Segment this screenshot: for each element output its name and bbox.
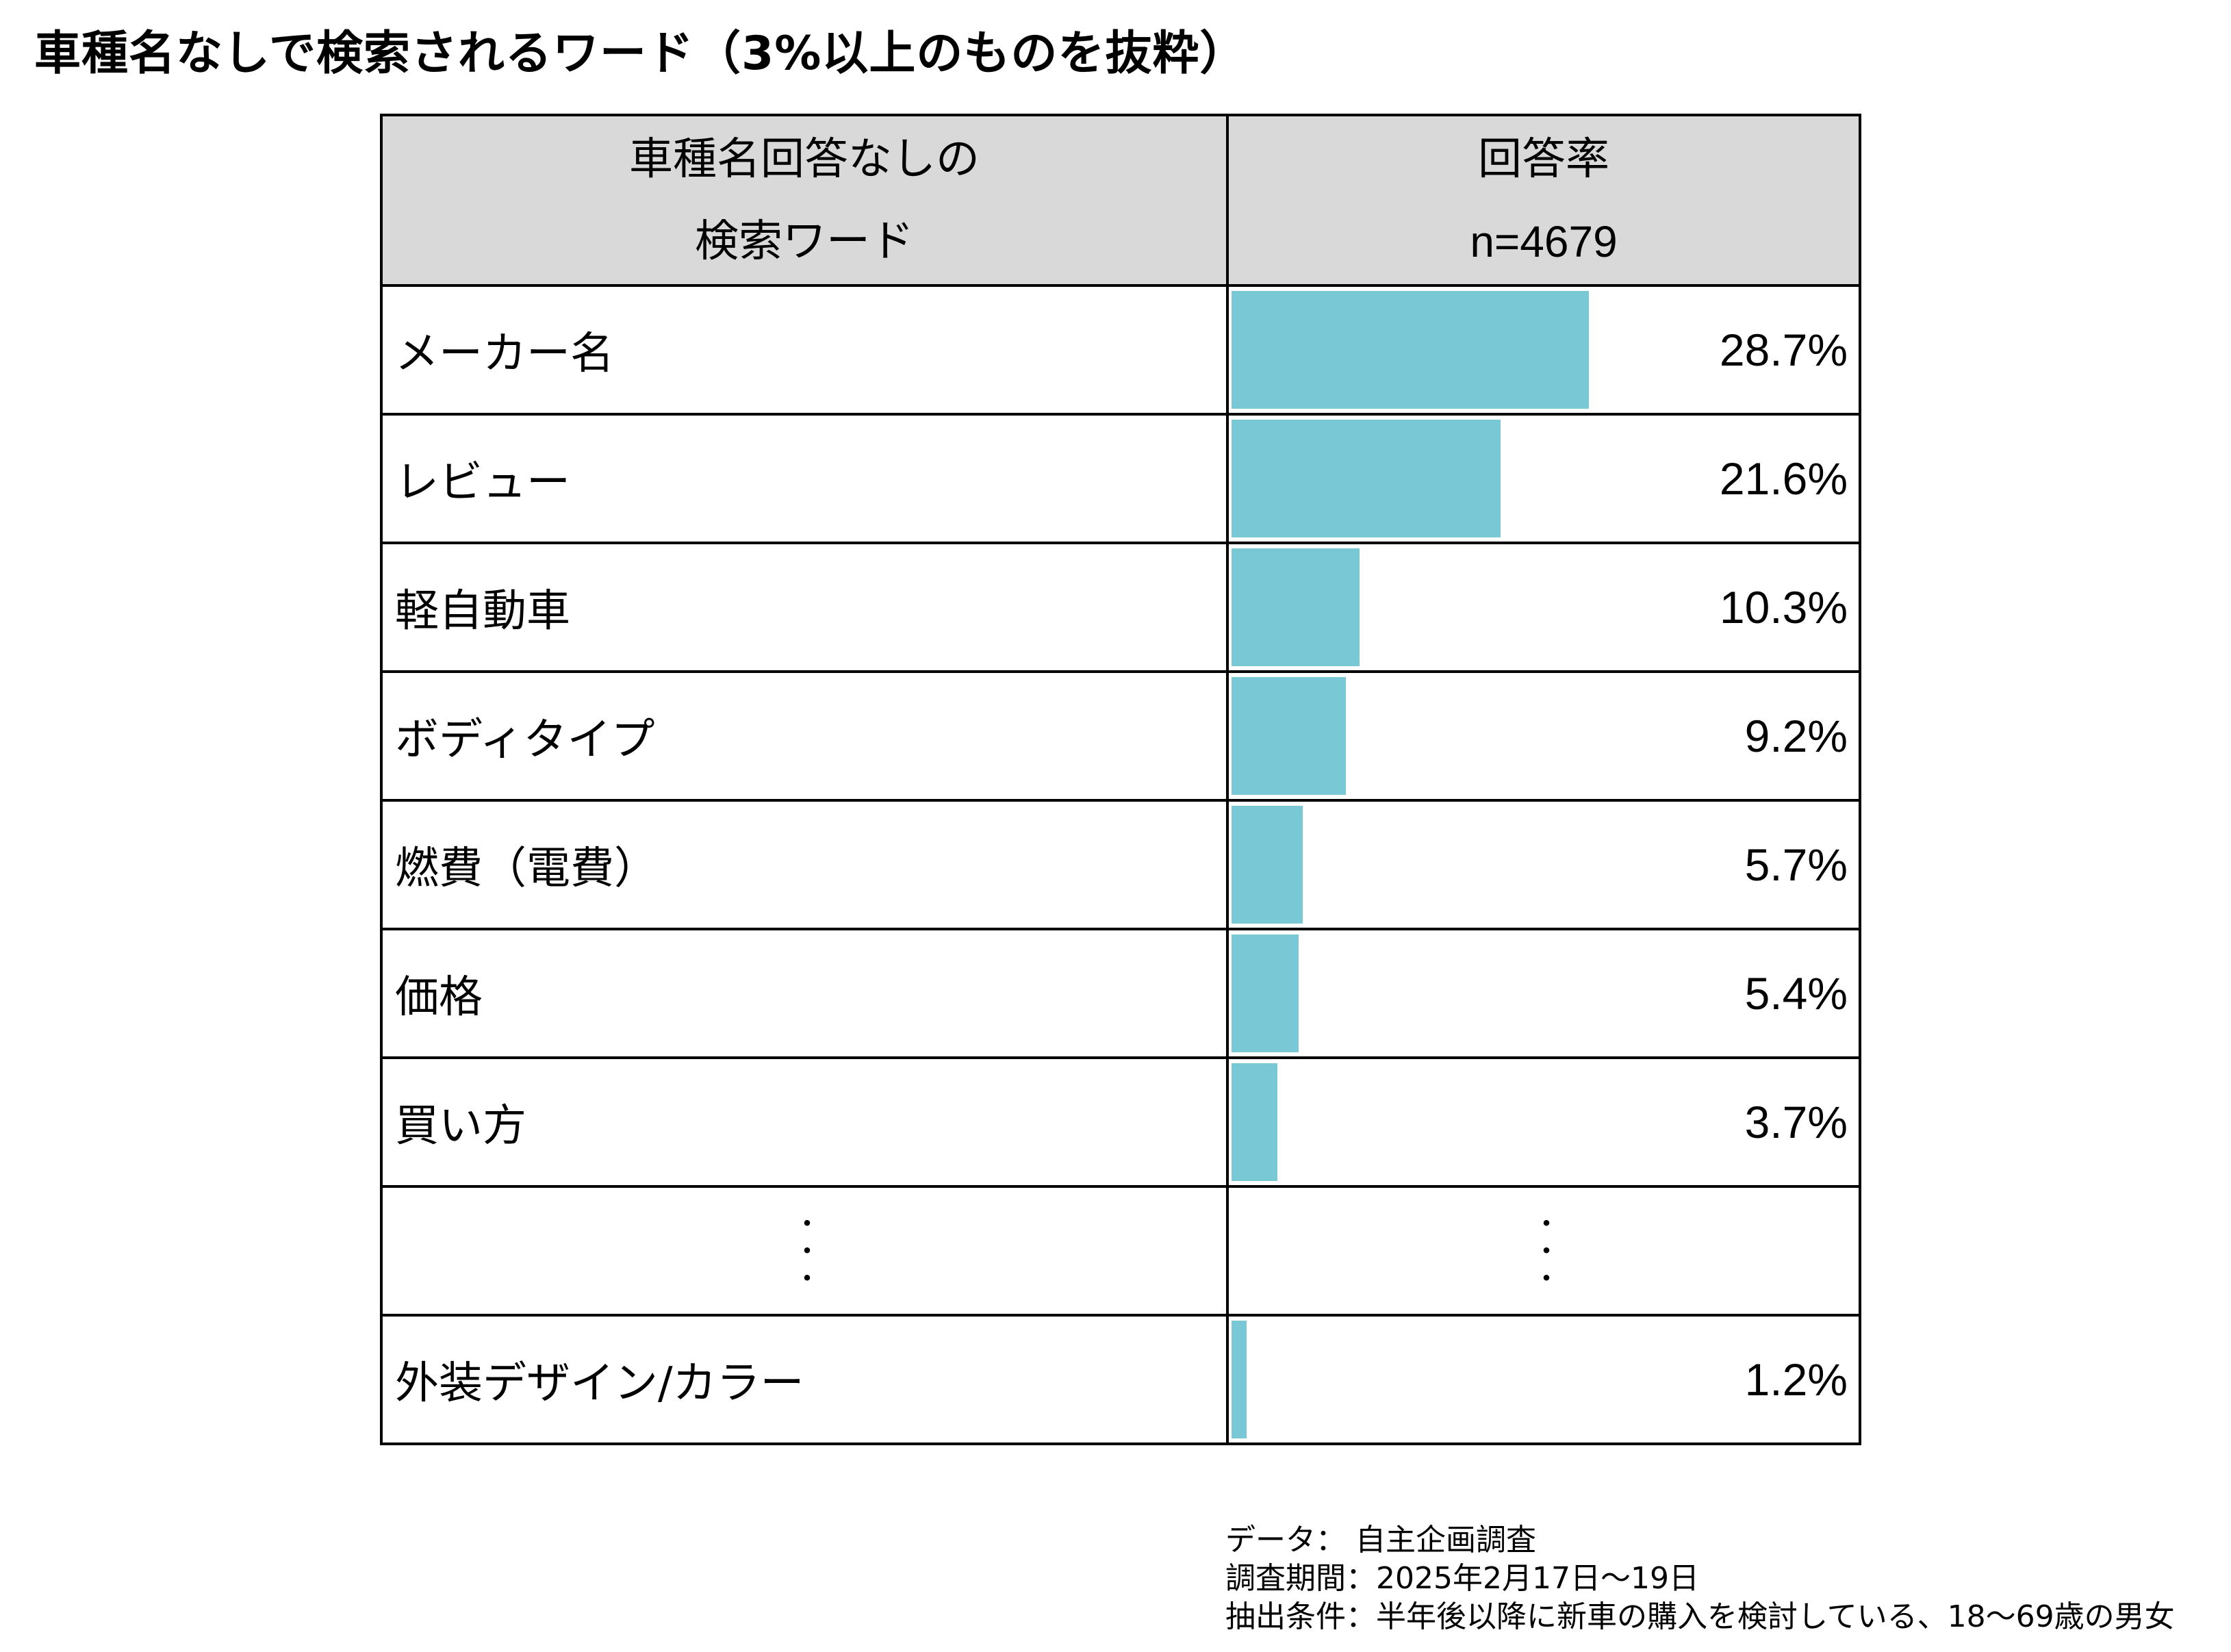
value-label: 10.3% — [1719, 582, 1848, 633]
value-label: 1.2% — [1744, 1354, 1848, 1405]
row-label: 価格 — [380, 928, 1229, 1059]
value-label: 3.7% — [1744, 1097, 1848, 1147]
table-row: 価格 5.4% — [380, 928, 1861, 1059]
row-label: 買い方 — [380, 1056, 1229, 1188]
row-label: メーカー名 — [380, 284, 1229, 416]
bar — [1232, 677, 1347, 795]
table-row: レビュー 21.6% — [380, 413, 1861, 544]
row-label: 軽自動車 — [380, 542, 1229, 673]
header-line: 車種名回答なしの — [629, 134, 980, 185]
row-label: 外装デザイン/カラー — [380, 1314, 1229, 1445]
bar — [1232, 291, 1590, 409]
ellipsis-row: ・・・ ・・・ — [380, 1185, 1861, 1317]
table-row: 買い方 3.7% — [380, 1056, 1861, 1188]
header-response-rate: 回答率 n=4679 — [1226, 114, 1861, 287]
ellipsis: ・・・ — [1226, 1185, 1861, 1317]
bar-cell: 28.7% — [1226, 284, 1861, 416]
footer-notes: データ： 自主企画調査 調査期間：2025年2月17日～19日 抽出条件：半年後… — [1225, 1521, 2175, 1636]
bar-cell: 10.3% — [1226, 542, 1861, 673]
value-label: 9.2% — [1744, 711, 1848, 761]
table-header: 車種名回答なしの 検索ワード 回答率 n=4679 — [380, 114, 1861, 287]
value-label: 28.7% — [1719, 325, 1848, 375]
table-row: 燃費（電費） 5.7% — [380, 799, 1861, 930]
ellipsis: ・・・ — [380, 1185, 1229, 1317]
header-search-word: 車種名回答なしの 検索ワード — [380, 114, 1229, 287]
value-label: 5.7% — [1744, 839, 1848, 890]
bar-cell: 1.2% — [1226, 1314, 1861, 1445]
footer-survey-period: 調査期間：2025年2月17日～19日 — [1225, 1561, 1699, 1596]
header-line: 回答率 — [1478, 134, 1609, 185]
footer-data-source: データ： 自主企画調査 — [1225, 1523, 1536, 1558]
row-label: ボディタイプ — [380, 670, 1229, 802]
value-label: 21.6% — [1719, 453, 1848, 504]
bar-cell: 5.7% — [1226, 799, 1861, 930]
bar-cell: 3.7% — [1226, 1056, 1861, 1188]
row-label: レビュー — [380, 413, 1229, 544]
bar-cell: 21.6% — [1226, 413, 1861, 544]
page-title: 車種名なしで検索されるワード（3%以上のものを抜粋） — [34, 27, 1247, 81]
bar — [1232, 1321, 1247, 1438]
ellipsis-text: ・・・ — [1528, 1209, 1559, 1291]
sample-size: n=4679 — [1470, 216, 1618, 266]
row-label: 燃費（電費） — [380, 799, 1229, 930]
bar-cell: 5.4% — [1226, 928, 1861, 1059]
ellipsis-text: ・・・ — [789, 1209, 820, 1291]
bar-cell: 9.2% — [1226, 670, 1861, 802]
bar — [1232, 935, 1299, 1052]
header-line: 検索ワード — [695, 216, 914, 267]
table-row: 軽自動車 10.3% — [380, 542, 1861, 673]
table-row: ボディタイプ 9.2% — [380, 670, 1861, 802]
bar — [1232, 420, 1501, 537]
table-row: 外装デザイン/カラー 1.2% — [380, 1314, 1861, 1445]
bar — [1232, 1063, 1278, 1181]
value-label: 5.4% — [1744, 968, 1848, 1019]
table-row: メーカー名 28.7% — [380, 284, 1861, 416]
bar — [1232, 806, 1303, 924]
bar — [1232, 548, 1360, 666]
results-table: 車種名回答なしの 検索ワード 回答率 n=4679 メーカー名 28.7% レビュー 21… — [380, 114, 1861, 1445]
footer-conditions: 抽出条件：半年後以降に新車の購入を検討している、18～69歳の男女 — [1225, 1599, 2175, 1634]
